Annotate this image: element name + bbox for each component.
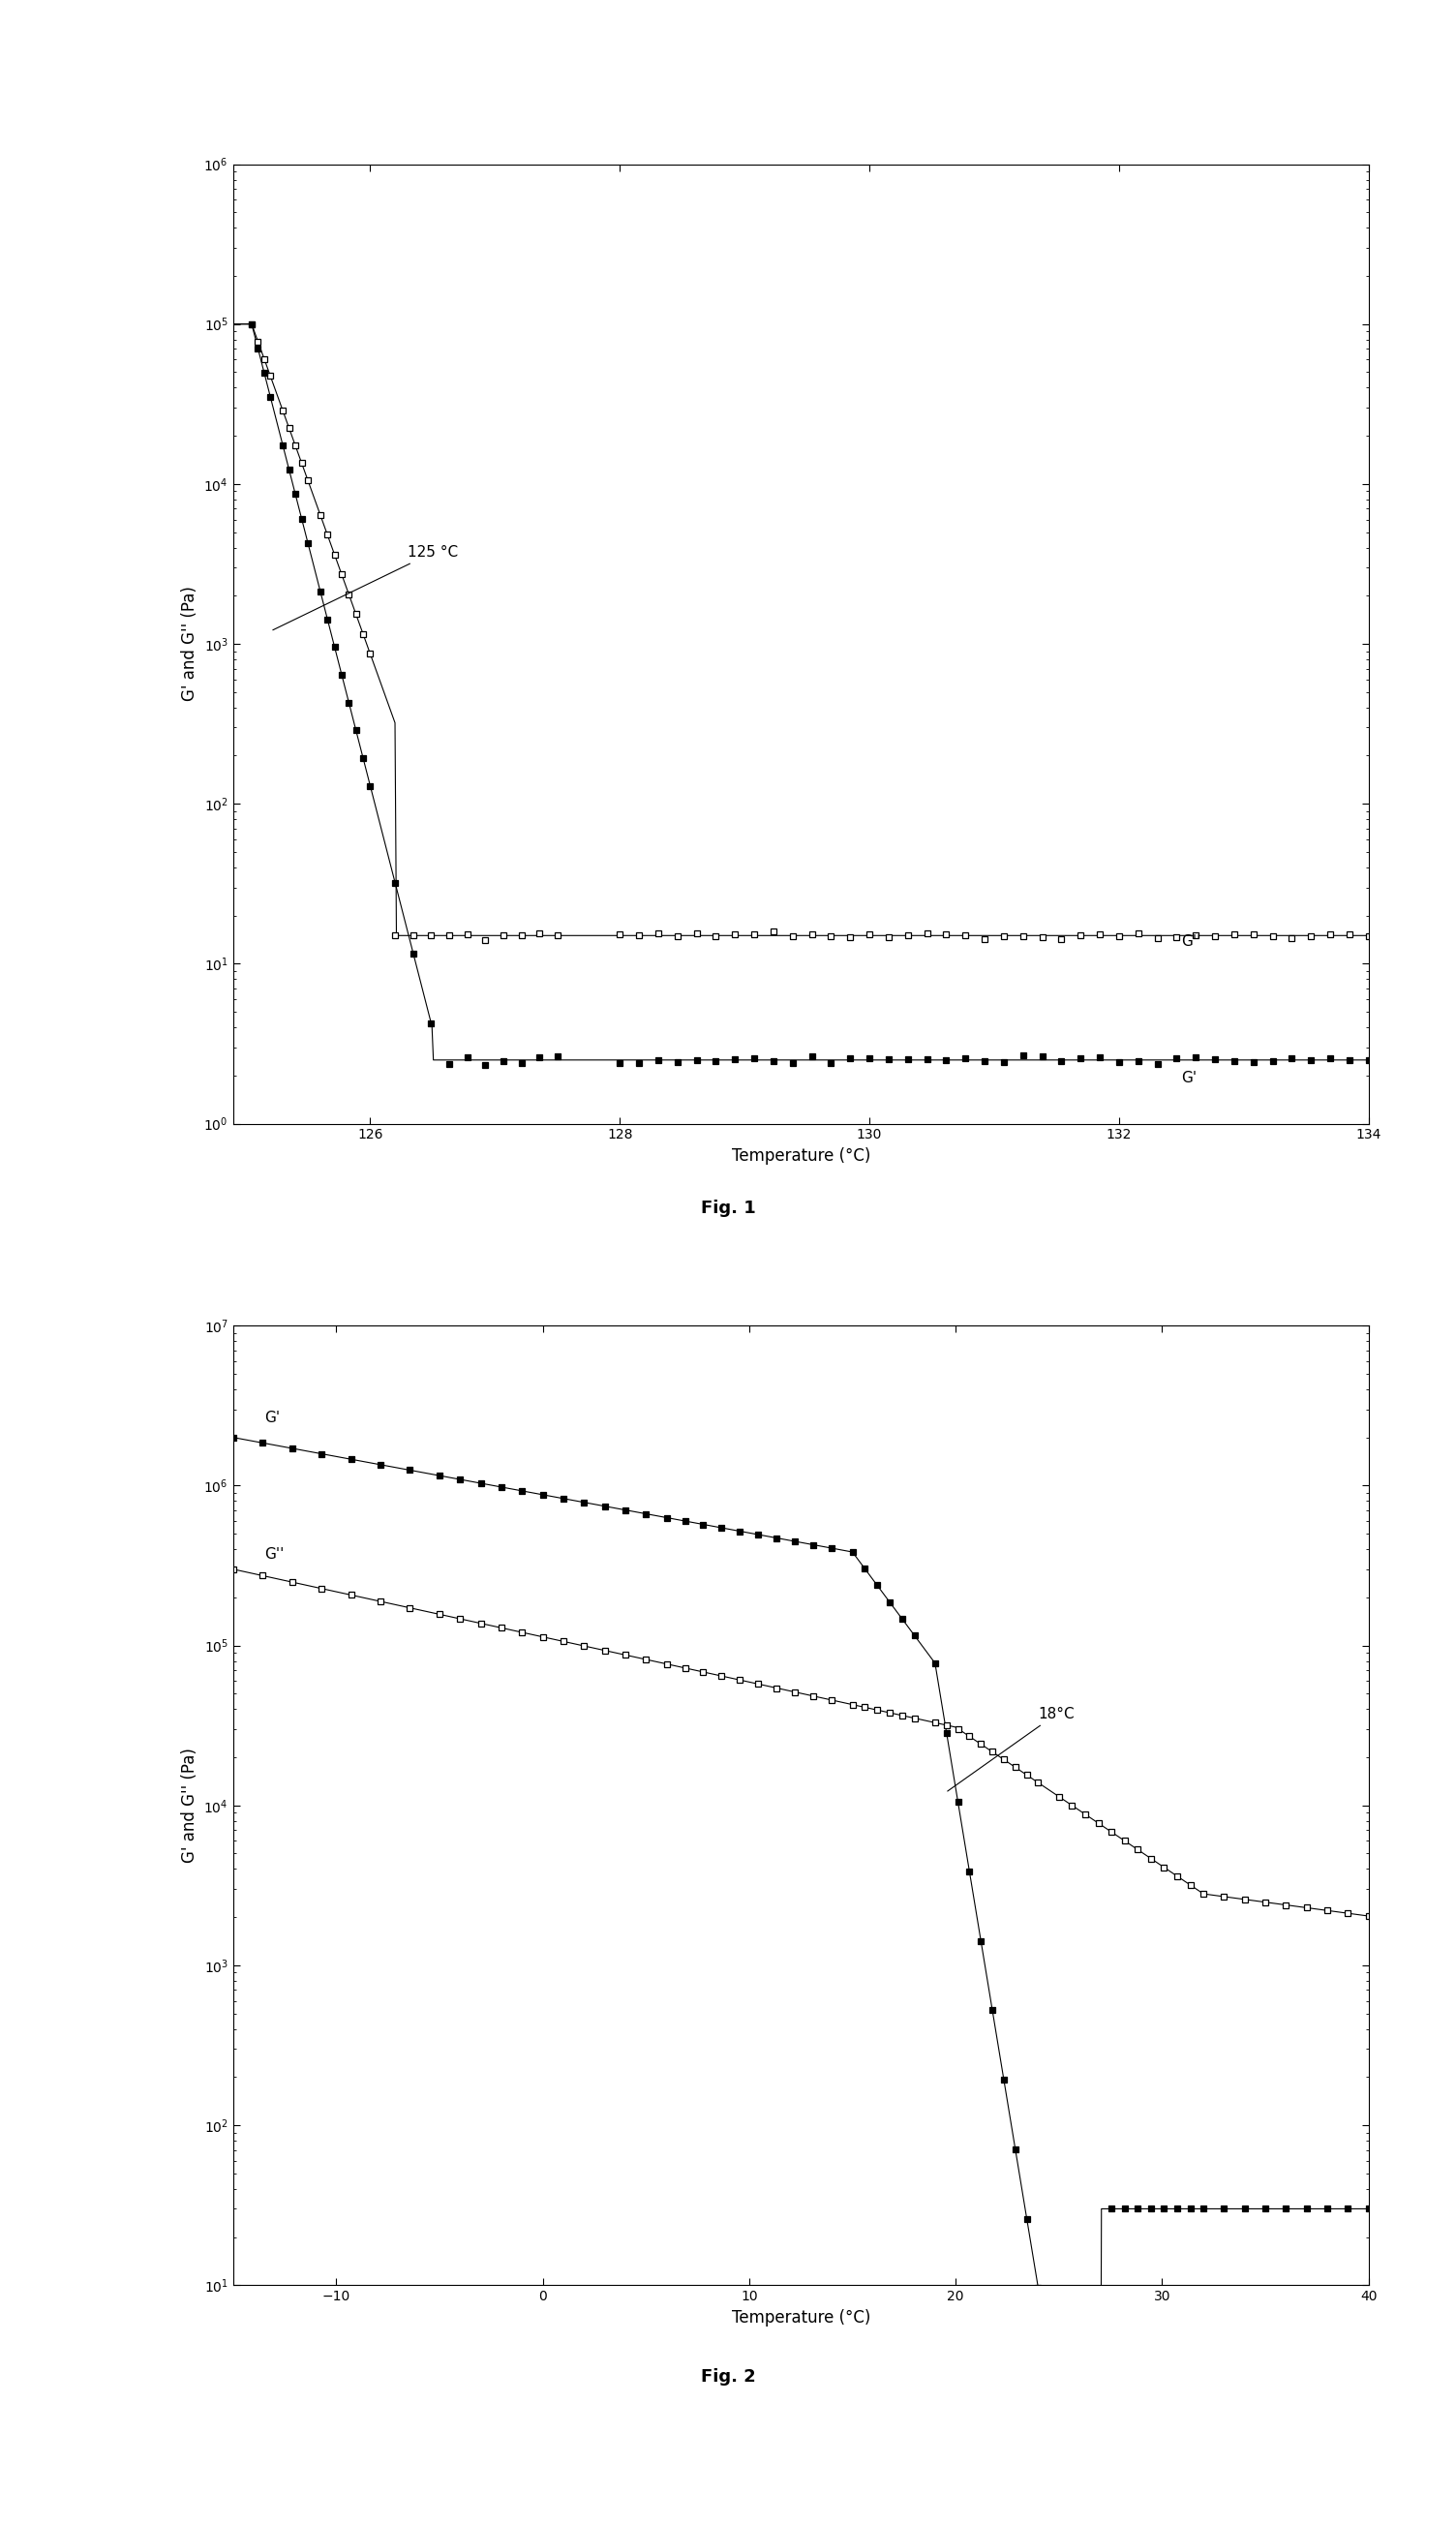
Text: Fig. 1: Fig. 1 xyxy=(700,1199,756,1217)
Y-axis label: G' and G'' (Pa): G' and G'' (Pa) xyxy=(181,1747,198,1863)
Text: G': G' xyxy=(264,1411,280,1424)
Text: 18°C: 18°C xyxy=(948,1707,1075,1790)
X-axis label: Temperature (°C): Temperature (°C) xyxy=(731,2308,871,2326)
Text: G'': G'' xyxy=(1181,934,1201,949)
Text: Fig. 2: Fig. 2 xyxy=(700,2368,756,2386)
Text: G': G' xyxy=(1181,1071,1197,1086)
Text: G'': G'' xyxy=(264,1548,284,1560)
Y-axis label: G' and G'' (Pa): G' and G'' (Pa) xyxy=(181,586,198,702)
Text: 125 °C: 125 °C xyxy=(272,545,459,631)
X-axis label: Temperature (°C): Temperature (°C) xyxy=(731,1146,871,1164)
